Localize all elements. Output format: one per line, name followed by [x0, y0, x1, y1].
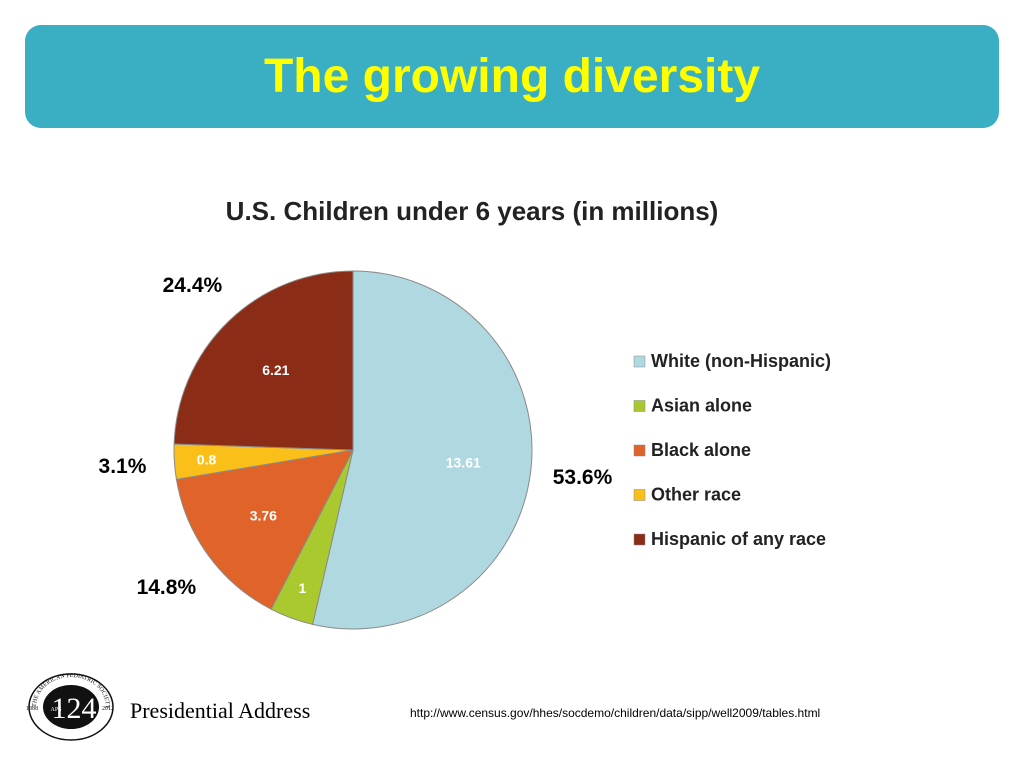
value-labels: 13.61 1 3.76 0.8 6.21	[197, 362, 481, 596]
presentation-title: Presidential Address	[130, 698, 311, 723]
pie-slice-white-non-hispanic	[311, 270, 533, 630]
logo-number: 124	[52, 692, 97, 725]
legend-swatch-black-alone	[633, 444, 646, 457]
value-label-black-alone: 3.76	[250, 507, 277, 523]
pie-slice-hispanic-of-any-race	[173, 270, 354, 451]
legend-swatch-other-race	[633, 489, 646, 501]
legend-swatch-white-non-hispanic	[633, 355, 646, 368]
society-logo: THE AMERICAN PEDIATRIC SOCIETY 1888 2012…	[26, 673, 114, 741]
title-banner: The growing diversity	[25, 25, 999, 128]
legend-swatch-hispanic-of-any-race	[633, 533, 646, 546]
value-label-hispanic-of-any-race: 6.21	[262, 362, 289, 378]
logo-year-right: 2012	[102, 706, 114, 712]
percent-label-asian-alone: 3.9%	[250, 657, 298, 660]
value-label-white-non-hispanic: 13.61	[446, 455, 481, 471]
chart-title: U.S. Children under 6 years (in millions…	[226, 196, 719, 226]
percent-label-other-race: 3.1%	[99, 455, 147, 478]
legend-label-hispanic-of-any-race: Hispanic of any race	[651, 529, 826, 549]
percent-label-hispanic-of-any-race: 24.4%	[163, 274, 223, 297]
source-url: http://www.census.gov/hhes/socdemo/child…	[410, 706, 821, 720]
value-label-other-race: 0.8	[197, 452, 217, 468]
legend-swatch-asian-alone	[633, 400, 646, 412]
percent-label-white-non-hispanic: 53.6%	[553, 466, 613, 489]
legend-label-white-non-hispanic: White (non-Hispanic)	[651, 351, 831, 371]
value-label-asian-alone: 1	[299, 580, 307, 596]
pie-chart: U.S. Children under 6 years (in millions…	[99, 196, 831, 660]
legend-label-black-alone: Black alone	[651, 440, 751, 460]
percent-labels: 53.6% 3.9% 14.8% 3.1% 24.4%	[99, 274, 613, 660]
pie-slices	[173, 270, 533, 630]
logo-year-left: 1888	[26, 706, 38, 712]
legend-label-asian-alone: Asian alone	[651, 396, 752, 416]
legend-label-other-race: Other race	[651, 485, 741, 505]
percent-label-black-alone: 14.8%	[137, 576, 197, 599]
slide-title: The growing diversity	[263, 50, 761, 103]
pie-slice-black-alone	[175, 449, 354, 610]
logo-small-text: APS	[50, 707, 61, 713]
chart-legend: White (non-Hispanic) Asian alone Black alo…	[633, 351, 831, 549]
